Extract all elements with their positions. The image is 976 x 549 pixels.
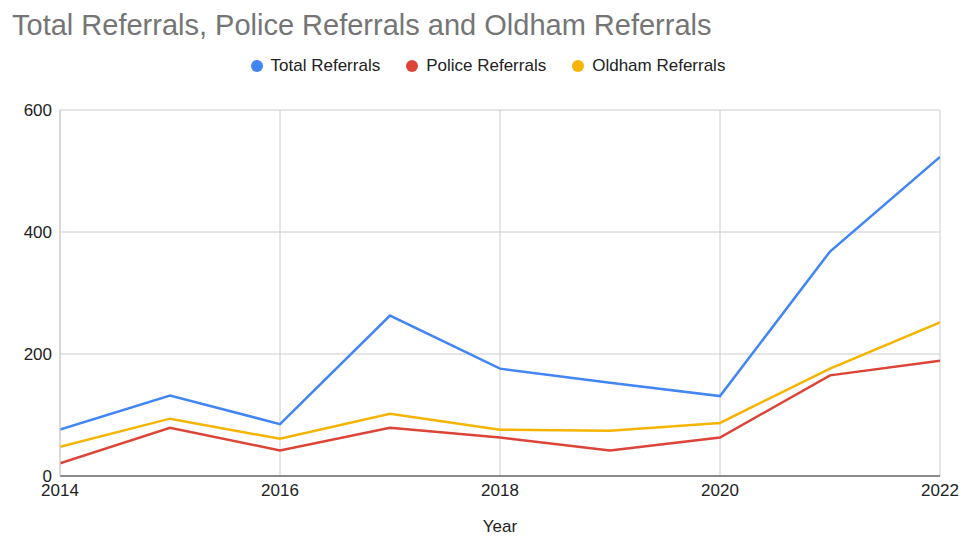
svg-text:2014: 2014 xyxy=(41,481,79,501)
html-text:Oldham Referrals: Oldham Referrals xyxy=(592,56,726,75)
svg-text:Year: Year xyxy=(483,517,518,536)
svg-text:400: 400 xyxy=(24,223,52,242)
html-text:Total Referrals: Total Referrals xyxy=(270,56,381,75)
svg-text:2022: 2022 xyxy=(921,481,959,500)
svg-text:0: 0 xyxy=(43,467,52,486)
svg-text:600: 600 xyxy=(24,101,52,120)
svg-text:2018: 2018 xyxy=(481,481,519,500)
svg-text:2020: 2020 xyxy=(701,481,739,500)
svg-text:200: 200 xyxy=(24,345,52,364)
html-text:Police Referrals: Police Referrals xyxy=(426,56,547,75)
svg-text:2016: 2016 xyxy=(261,481,299,500)
html-text:Total Referrals, Police Referr: Total Referrals, Police Referrals and Ol… xyxy=(12,9,712,41)
